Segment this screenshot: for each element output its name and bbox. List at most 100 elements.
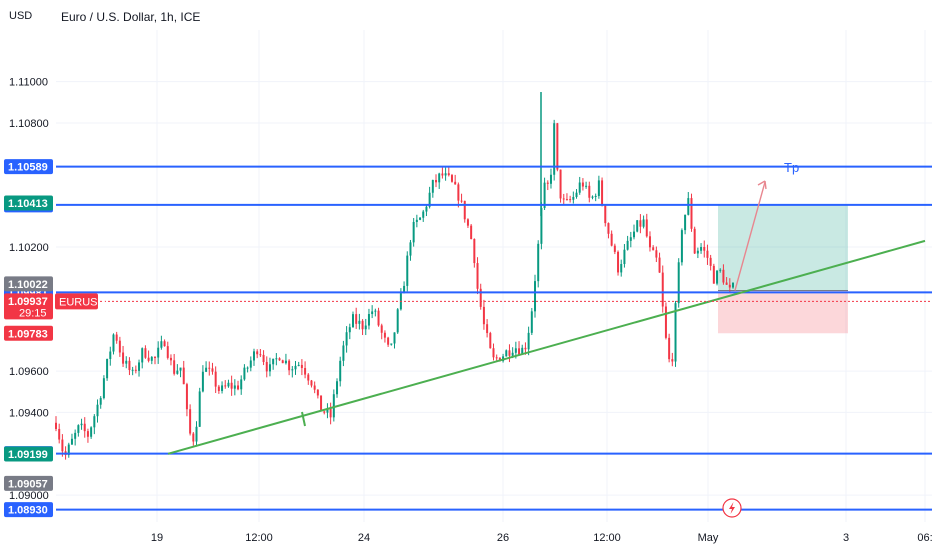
candle-body xyxy=(658,257,661,273)
candle-body xyxy=(530,311,533,333)
candle-body xyxy=(438,173,441,183)
candle-body xyxy=(288,360,291,371)
candle-body xyxy=(553,123,556,175)
candle-body xyxy=(390,343,393,345)
tp-label: Tp xyxy=(784,160,799,175)
candle-body xyxy=(195,426,198,442)
currency-label: USD xyxy=(9,10,32,22)
candle-body xyxy=(716,270,719,284)
candle-body xyxy=(732,282,734,288)
y-tick-label: 1.10200 xyxy=(9,242,49,254)
candle-body xyxy=(96,404,99,417)
candle-body xyxy=(473,239,476,264)
overlays xyxy=(56,180,932,455)
candle-body xyxy=(112,334,115,352)
candle-body xyxy=(348,327,351,333)
candle-body xyxy=(355,314,358,324)
candle-body xyxy=(594,195,597,197)
candle-body xyxy=(351,314,354,328)
candle-body xyxy=(102,378,105,399)
x-tick-label: 3 xyxy=(843,532,849,544)
candle-body xyxy=(661,272,664,307)
candle-body xyxy=(543,182,546,208)
candle-body xyxy=(565,199,568,201)
candle-body xyxy=(320,395,323,412)
candle-body xyxy=(572,196,575,200)
candle-body xyxy=(185,384,188,410)
candle-body xyxy=(617,251,620,273)
candle-body xyxy=(447,173,450,176)
candle-body xyxy=(636,220,639,232)
candle-body xyxy=(179,367,182,371)
candle-body xyxy=(297,364,300,366)
candle-body xyxy=(613,245,616,252)
grid xyxy=(56,30,932,522)
candle-body xyxy=(281,360,284,364)
candle-body xyxy=(524,347,527,350)
candle-body xyxy=(131,369,134,371)
candle-body xyxy=(128,360,131,371)
candle-body xyxy=(141,348,144,363)
candle-body xyxy=(90,427,93,437)
candle-body xyxy=(169,357,172,361)
candle-body xyxy=(93,416,96,428)
x-tick-label: May xyxy=(698,532,719,544)
candle-body xyxy=(648,236,651,248)
candle-body xyxy=(265,361,268,372)
candle-body xyxy=(284,360,287,364)
x-tick-label: 24 xyxy=(358,532,370,544)
candle-body xyxy=(230,382,233,389)
price-tag: 1.10022 xyxy=(8,279,48,291)
candle-body xyxy=(396,309,399,333)
level-tag: 1.10589 xyxy=(8,162,48,174)
candle-body xyxy=(575,192,578,197)
candle-body xyxy=(703,247,706,251)
candle-body xyxy=(160,341,163,348)
y-axis: 1.11000 1.10800 1.10200 1.09600 1.09400 1.090… xyxy=(9,77,49,502)
loss-zone xyxy=(718,290,848,334)
candle-body xyxy=(476,263,479,289)
candle-body xyxy=(326,408,329,413)
candle-body xyxy=(511,352,514,356)
candle-body xyxy=(642,219,645,227)
candle-body xyxy=(406,255,409,286)
candle-body xyxy=(86,431,89,437)
x-tick-label: 06: xyxy=(917,532,932,544)
candle-body xyxy=(233,385,236,389)
tp-arrow-line xyxy=(734,181,766,291)
candle-body xyxy=(495,357,498,359)
price-tag-bg xyxy=(4,276,53,292)
price-tag-bg xyxy=(4,475,53,491)
candle-body xyxy=(409,242,412,256)
candle-body xyxy=(463,200,466,220)
candle-body xyxy=(581,182,584,187)
horizontal-levels[interactable] xyxy=(56,165,932,511)
symbol-tag: EURUSD xyxy=(59,296,106,308)
candle-body xyxy=(387,337,390,345)
candle-body xyxy=(549,174,552,184)
candle-body xyxy=(684,214,687,231)
x-tick-label: 12:00 xyxy=(593,532,621,544)
candle-body xyxy=(559,169,562,199)
candle-body xyxy=(578,182,581,193)
candle-body xyxy=(585,185,588,187)
candle-body xyxy=(588,185,591,198)
candle-body xyxy=(310,380,313,386)
candle-body xyxy=(626,240,629,250)
lightning-icon[interactable] xyxy=(722,498,742,518)
candle-body xyxy=(345,332,348,346)
candle-body xyxy=(652,247,655,251)
candle-body xyxy=(444,173,447,176)
candle-body xyxy=(700,247,703,251)
candle-body xyxy=(294,365,297,370)
candle-body xyxy=(696,250,699,254)
price-tag: 1.09783 xyxy=(8,328,48,340)
candle-body xyxy=(138,362,141,371)
candle-body xyxy=(415,219,418,222)
candle-body xyxy=(435,180,438,183)
candle-body xyxy=(505,350,508,357)
candle-body xyxy=(671,359,674,362)
candle-body xyxy=(237,385,240,390)
y-tick-label: 1.09600 xyxy=(9,366,49,378)
